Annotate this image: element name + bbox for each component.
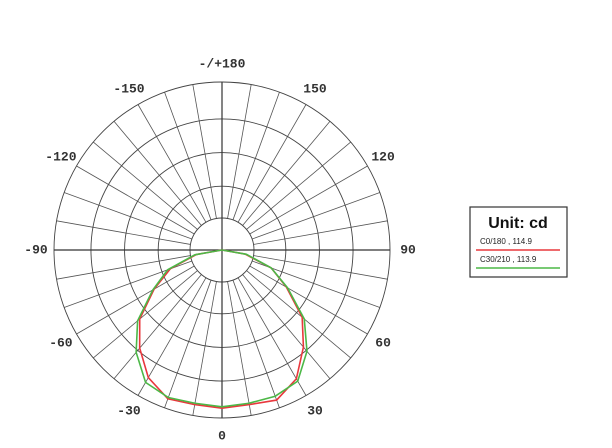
intensity-curve [135,249,308,408]
spoke [242,121,331,226]
angle-tick-label: 60 [375,335,391,350]
angle-tick-label: 30 [307,404,323,419]
spoke [56,255,191,280]
spoke [251,260,381,308]
legend-box [469,206,568,278]
angle-tick-label: -/+180 [199,56,246,71]
spoke [113,121,202,226]
legend-label: C0/180 , 114.9 [480,237,532,246]
spoke [253,220,388,245]
angle-tick-label: 0 [218,428,226,443]
spoke [93,141,198,230]
spoke [113,274,202,379]
spoke [227,281,252,416]
spoke [232,279,280,409]
spoke [251,192,381,240]
spoke [249,165,368,235]
spoke [249,265,368,335]
spoke [237,104,307,223]
spoke [137,104,207,223]
legend-title: Unit: cd [488,215,548,232]
spoke [93,270,198,359]
spoke [137,277,207,396]
spoke [192,84,217,219]
spoke [253,255,388,280]
spoke [76,265,195,335]
angle-tick-label: -150 [113,81,144,96]
angle-tick-label: -60 [49,335,73,350]
angle-tick-label: -90 [24,242,48,257]
angle-tick-label: -120 [45,149,76,164]
angle-tick-label: 90 [400,242,416,257]
legend-label: C30/210 , 113.9 [480,255,537,264]
angle-tick-label: 150 [303,81,327,96]
spoke [232,91,280,221]
spoke [164,279,212,409]
spoke [246,141,351,230]
angle-tick-label: -30 [117,404,141,419]
spoke [237,277,307,396]
spoke [242,274,331,379]
spoke [56,220,191,245]
spoke [164,91,212,221]
spoke [192,281,217,416]
angle-tick-label: 120 [371,149,395,164]
spoke [63,192,193,240]
spoke [76,165,195,235]
spoke [227,84,252,219]
spoke [246,270,351,359]
